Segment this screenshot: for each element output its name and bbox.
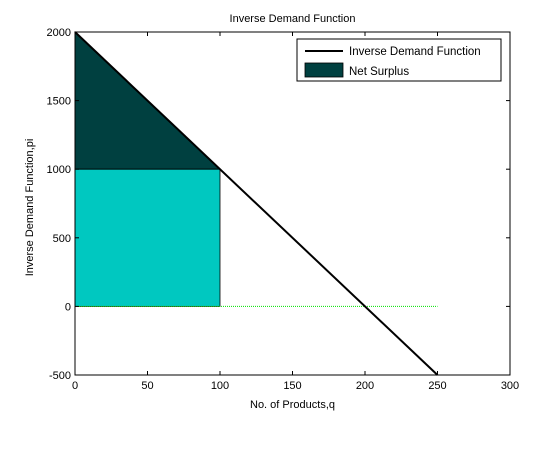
legend-area-swatch xyxy=(304,62,344,78)
x-tick-label: 100 xyxy=(211,380,229,392)
y-tick-label: 2000 xyxy=(47,27,71,39)
x-tick-label: 50 xyxy=(141,380,153,392)
legend: Inverse Demand Function Net Surplus xyxy=(296,38,502,82)
y-tick-label: 500 xyxy=(53,233,71,245)
y-tick-label: -500 xyxy=(49,370,71,382)
y-tick-label: 0 xyxy=(65,301,71,313)
y-axis-label: Inverse Demand Function,pi xyxy=(24,139,36,277)
legend-label-demand: Inverse Demand Function xyxy=(349,46,481,58)
area-series-2 xyxy=(74,168,221,307)
line-series-0 xyxy=(74,31,439,376)
legend-label-surplus: Net Surplus xyxy=(349,66,409,78)
y-tick-label: 1000 xyxy=(47,164,71,176)
x-tick-label: 250 xyxy=(428,380,446,392)
x-tick-label: 300 xyxy=(501,380,519,392)
x-tick-label: 150 xyxy=(283,380,301,392)
chart-title: Inverse Demand Function xyxy=(230,13,356,25)
x-tick-label: 0 xyxy=(72,380,78,392)
x-tick-label: 200 xyxy=(356,380,374,392)
x-axis-label: No. of Products,q xyxy=(250,399,335,411)
y-tick-label: 1500 xyxy=(47,96,71,108)
